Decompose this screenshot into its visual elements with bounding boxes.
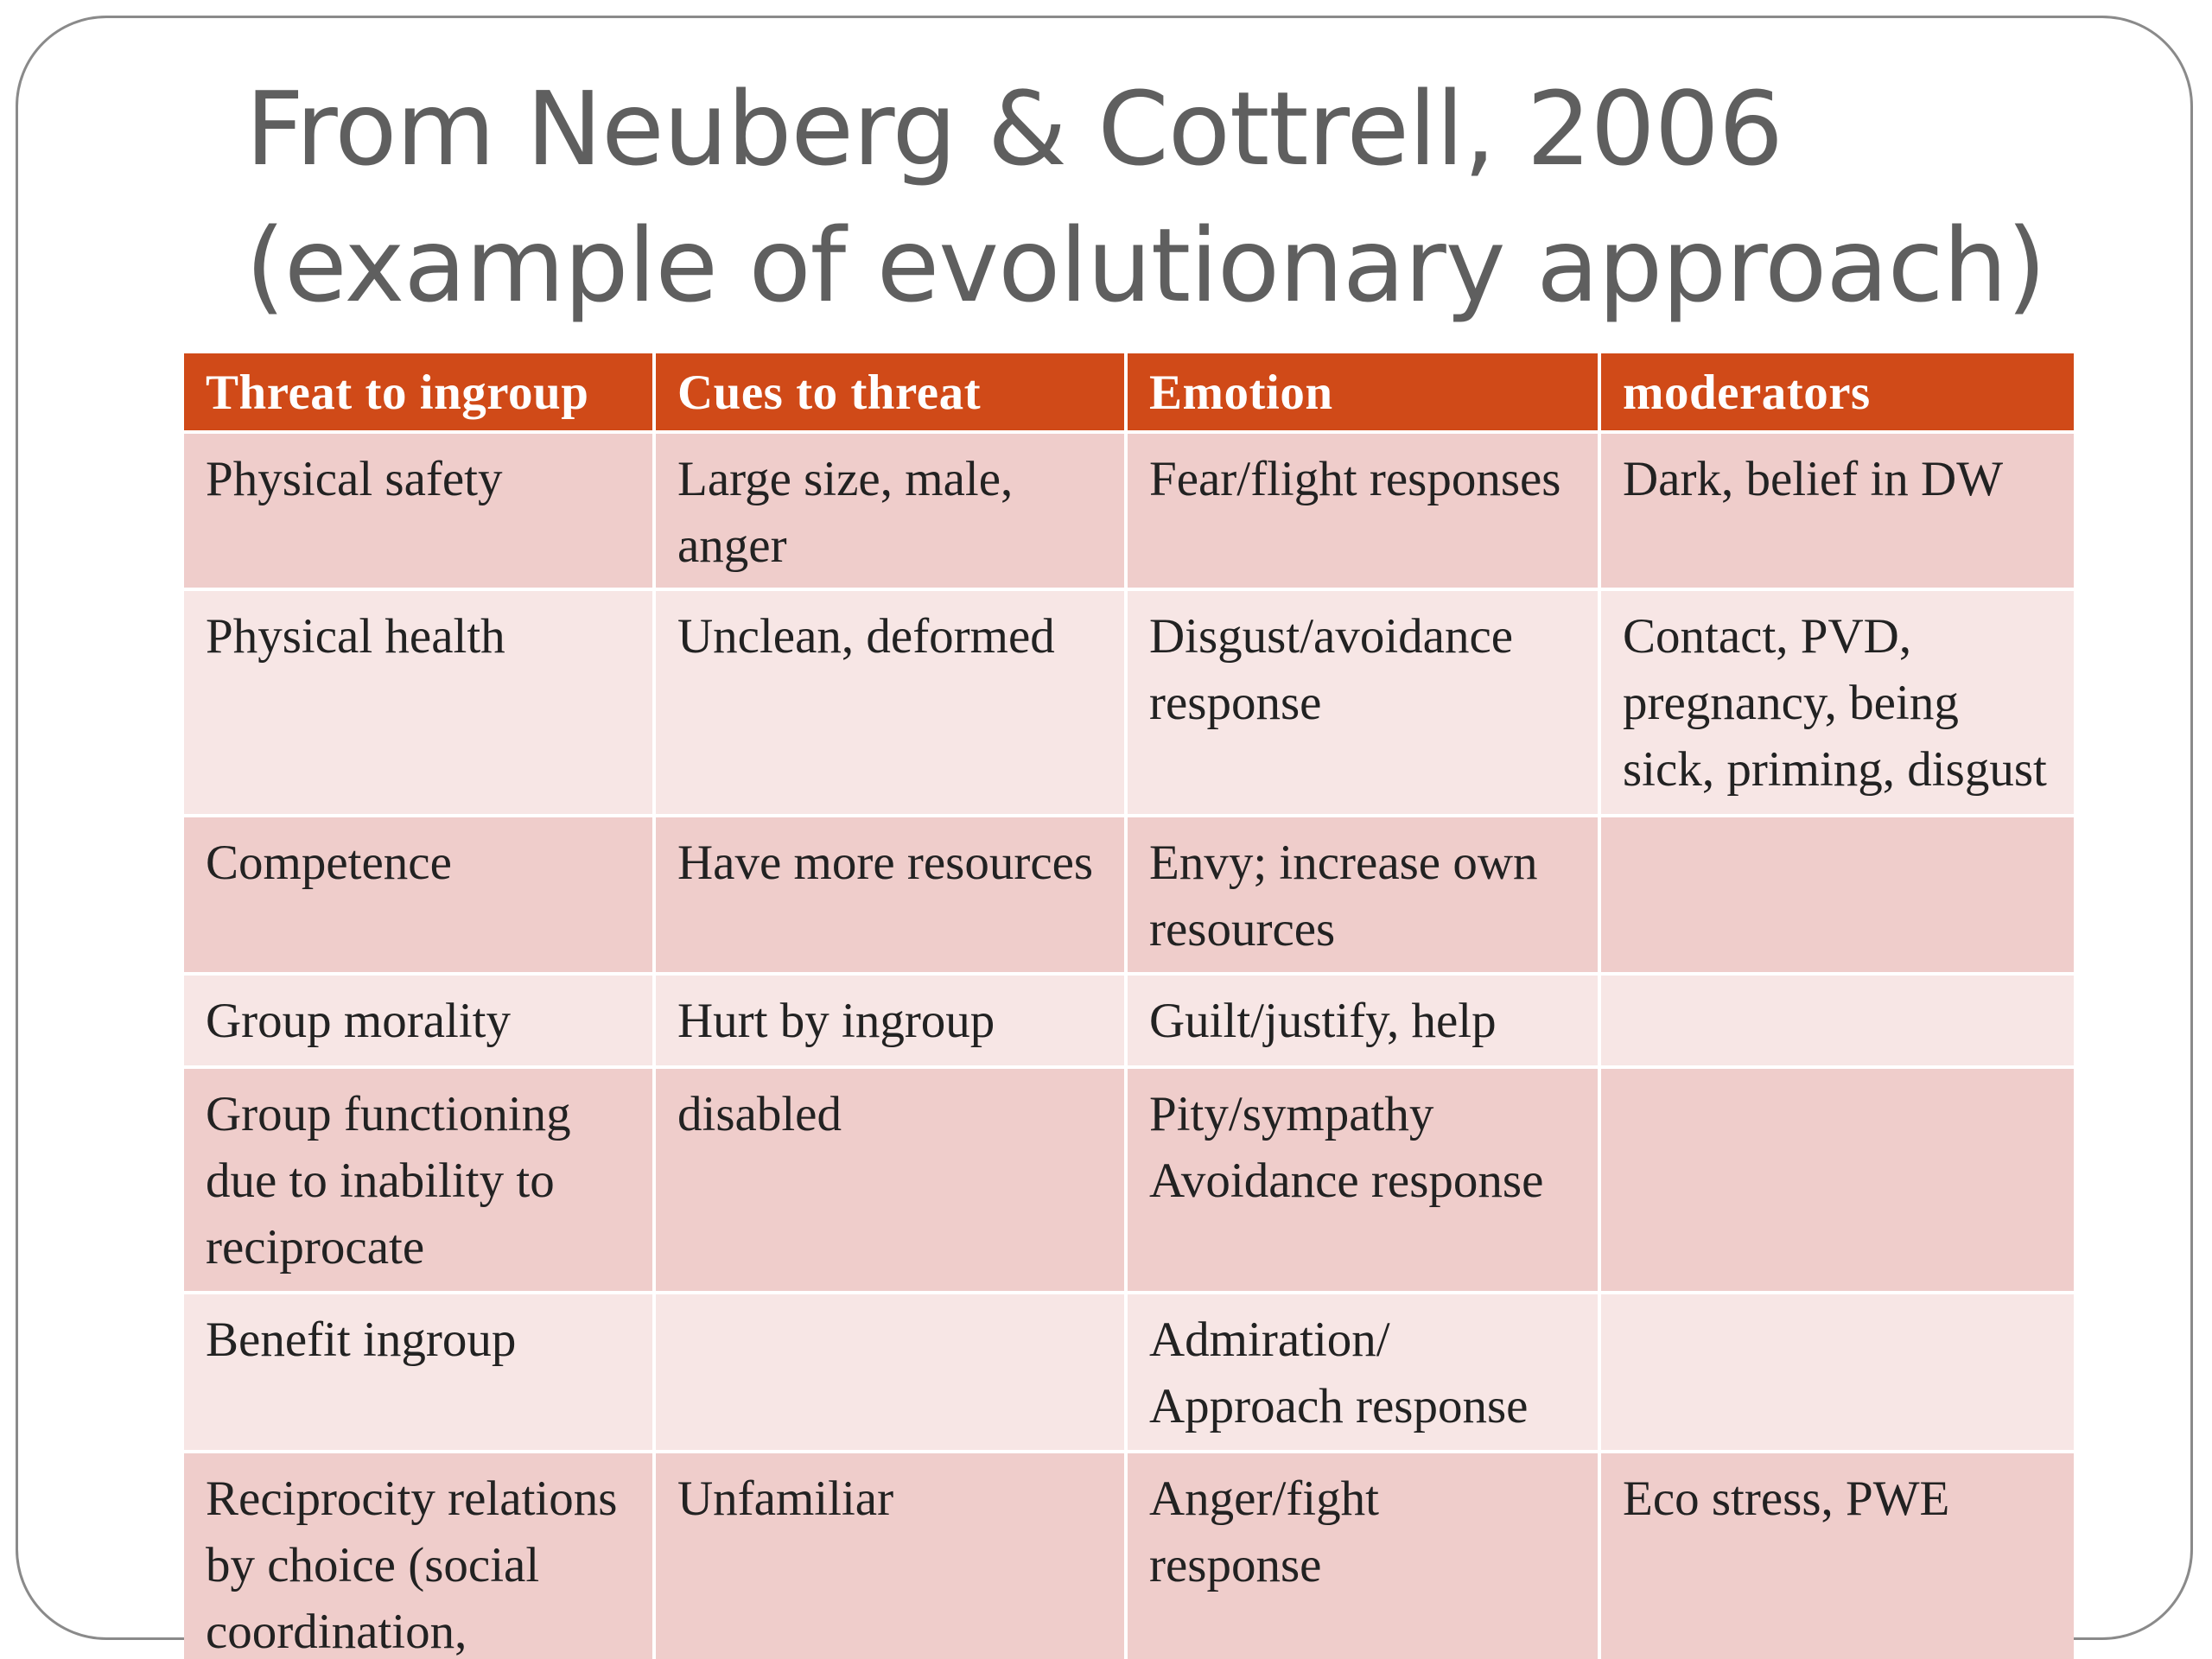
cell-text: Guilt/justify, help: [1149, 994, 1497, 1048]
cell-text: Eco stress, PWE: [1623, 1471, 1950, 1526]
cell-text: Competence: [206, 836, 452, 890]
table-row: Reciprocity relations by choice (social …: [184, 1453, 2074, 1659]
data-table: Threat to ingroup Cues to threat Emotion…: [184, 353, 2074, 1659]
cell-text: Benefit ingroup: [206, 1313, 517, 1367]
table-row: Physical health Unclean, deformed Disgus…: [184, 591, 2074, 817]
table-cell: Unfamiliar: [656, 1453, 1128, 1659]
table-cell: Hurt by ingroup: [656, 976, 1128, 1069]
cell-text: Envy; increase own resources: [1149, 836, 1538, 957]
table-row: Benefit ingroup Admiration/ Approach res…: [184, 1294, 2074, 1453]
table-cell: Reciprocity relations by choice (social …: [184, 1453, 656, 1659]
cell-text: Contact, PVD, pregnancy, being sick, pri…: [1623, 609, 2047, 797]
table-cell: [1601, 1069, 2074, 1294]
cell-text: Large size, male, anger: [677, 452, 1014, 573]
slide-title-line-1: From Neuberg & Cottrell, 2006: [245, 69, 1783, 188]
cell-text: Physical health: [206, 609, 505, 664]
table-cell: Guilt/justify, help: [1128, 976, 1601, 1069]
table-cell: Large size, male, anger: [656, 434, 1128, 591]
table-cell: Envy; increase own resources: [1128, 817, 1601, 976]
table-row: Group functioning due to inability to re…: [184, 1069, 2074, 1294]
table-cell: disabled: [656, 1069, 1128, 1294]
cell-text: Admiration/ Approach response: [1149, 1313, 1529, 1433]
table-cell: Benefit ingroup: [184, 1294, 656, 1453]
header-threat-to-ingroup: Threat to ingroup: [184, 353, 656, 434]
table-cell: Group functioning due to inability to re…: [184, 1069, 656, 1294]
table-cell: [1601, 817, 2074, 976]
table-cell: Anger/fight response: [1128, 1453, 1601, 1659]
table-row: Competence Have more resources Envy; inc…: [184, 817, 2074, 976]
cell-text: Pity/sympathy Avoidance response: [1149, 1087, 1544, 1208]
cell-text: Anger/fight response: [1149, 1471, 1379, 1592]
cell-text: Group morality: [206, 994, 512, 1048]
header-moderators: moderators: [1601, 353, 2074, 434]
table-cell: Admiration/ Approach response: [1128, 1294, 1601, 1453]
cell-text: Unfamiliar: [677, 1471, 894, 1526]
table-cell: Physical health: [184, 591, 656, 817]
table-cell: Have more resources: [656, 817, 1128, 976]
slide-title-line-2: (example of evolutionary approach): [245, 206, 2046, 325]
table-cell: Disgust/avoidance response: [1128, 591, 1601, 817]
table-header-row: Threat to ingroup Cues to threat Emotion…: [184, 353, 2074, 434]
cell-text: Fear/flight responses: [1149, 452, 1561, 506]
table-cell: Unclean, deformed: [656, 591, 1128, 817]
header-cues-to-threat: Cues to threat: [656, 353, 1128, 434]
cell-text: Disgust/avoidance response: [1149, 609, 1514, 730]
table-cell: Contact, PVD, pregnancy, being sick, pri…: [1601, 591, 2074, 817]
table-cell: [656, 1294, 1128, 1453]
table-cell: Pity/sympathy Avoidance response: [1128, 1069, 1601, 1294]
header-emotion: Emotion: [1128, 353, 1601, 434]
table-row: Group morality Hurt by ingroup Guilt/jus…: [184, 976, 2074, 1069]
cell-text: Dark, belief in DW: [1623, 452, 2003, 506]
table-cell: Eco stress, PWE: [1601, 1453, 2074, 1659]
table-cell: Dark, belief in DW: [1601, 434, 2074, 591]
cell-text: Hurt by ingroup: [677, 994, 995, 1048]
table-cell: Competence: [184, 817, 656, 976]
table-cell: [1601, 976, 2074, 1069]
table-cell: Fear/flight responses: [1128, 434, 1601, 591]
table-cell: Group morality: [184, 976, 656, 1069]
cell-text: Group functioning due to inability to re…: [206, 1087, 571, 1274]
cell-text: Physical safety: [206, 452, 503, 506]
threat-emotion-table: Threat to ingroup Cues to threat Emotion…: [184, 353, 2074, 1659]
cell-text: Have more resources: [677, 836, 1094, 890]
cell-text: disabled: [677, 1087, 842, 1141]
table-cell: Physical safety: [184, 434, 656, 591]
table-row: Physical safety Large size, male, anger …: [184, 434, 2074, 591]
table-cell: [1601, 1294, 2074, 1453]
cell-text: Unclean, deformed: [677, 609, 1055, 664]
slide-title: From Neuberg & Cottrell, 2006 (example o…: [245, 60, 2060, 334]
cell-text: Reciprocity relations by choice (social …: [206, 1471, 618, 1659]
